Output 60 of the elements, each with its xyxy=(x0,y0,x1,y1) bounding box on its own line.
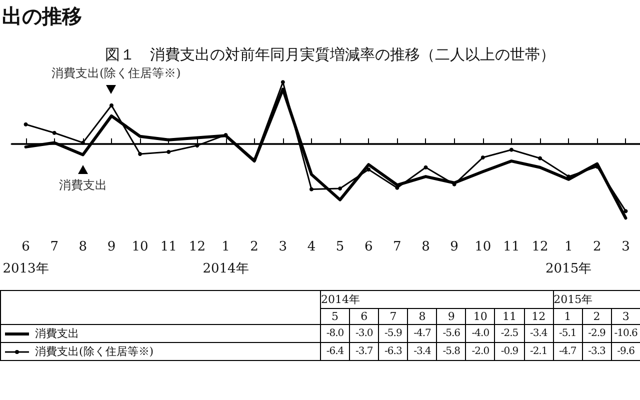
data-label: -5.9 xyxy=(378,324,408,342)
x-tick-label: 5 xyxy=(336,240,344,254)
x-tick-label: 4 xyxy=(307,240,316,254)
category-label: 5 xyxy=(332,310,339,323)
x-tick-label: 7 xyxy=(50,240,58,254)
x-tick-label: 9 xyxy=(107,240,116,254)
data-label: -3.7 xyxy=(350,342,379,360)
category-label: 9 xyxy=(448,310,455,323)
data-label: -3.4 xyxy=(524,324,554,342)
text: 2015年 xyxy=(553,290,640,308)
x-tick-label: 2 xyxy=(593,240,602,254)
data-label: -9.6 xyxy=(611,342,640,360)
x-tick-label: 7 xyxy=(393,240,402,254)
category-label: 12 xyxy=(532,310,546,323)
data-label: -3.3 xyxy=(582,342,612,360)
chart-title: 図１ 消費支出の対前年同月実質増減率の推移（二人以上の世帯） xyxy=(105,46,555,64)
text: 消費支出(除く住居等※) xyxy=(51,66,181,80)
data-label: -4.7 xyxy=(408,324,437,342)
x-tick-label: 8 xyxy=(422,240,430,254)
text: 消費支出 xyxy=(58,178,107,192)
data-label: -3.0 xyxy=(350,324,379,342)
data-label: -2.9 xyxy=(582,324,612,342)
x-tick-label: 1 2015年 xyxy=(546,240,592,276)
data-label: -8.0 xyxy=(320,324,350,342)
category-label: 6 xyxy=(360,310,368,323)
category-label: 8 xyxy=(418,310,426,323)
data-label: -2.0 xyxy=(466,342,495,360)
data-label: -2.1 xyxy=(524,342,554,360)
data-label: -2.5 xyxy=(494,324,524,342)
x-tick-label: 12 xyxy=(188,240,206,254)
x-tick-label: 2 xyxy=(250,240,258,254)
category-label: 3 xyxy=(622,310,630,323)
data-label: -4.0 xyxy=(466,324,495,342)
x-tick-label: 11 xyxy=(503,240,520,254)
x-tick-label: 6 2013年 xyxy=(2,240,49,276)
text: 出の推移 xyxy=(2,4,82,28)
data-label: -5.1 xyxy=(553,324,582,342)
text: 2014年 xyxy=(320,290,554,308)
x-tick-label: 9 xyxy=(450,240,458,254)
x-tick-label: 3 xyxy=(278,240,288,254)
category-label: 11 xyxy=(502,310,516,323)
x-tick-label: 3 xyxy=(622,240,630,254)
x-tick-label: 10 xyxy=(132,240,148,254)
data-label: -4.7 xyxy=(553,342,582,360)
x-tick-label: 12 xyxy=(532,240,548,254)
x-tick-label: 11 xyxy=(160,240,177,254)
data-label: -0.9 xyxy=(494,342,524,360)
category-label: 7 xyxy=(390,310,397,323)
x-tick-label: 10 xyxy=(474,240,492,254)
data-label: -6.4 xyxy=(320,342,350,360)
data-label: -6.3 xyxy=(378,342,408,360)
x-tick-label: 6 xyxy=(364,240,373,254)
data-label: -5.6 xyxy=(436,324,466,342)
category-label: 10 xyxy=(473,310,488,323)
data-label: -10.6 xyxy=(611,324,640,342)
x-tick-label: 8 xyxy=(78,240,88,254)
data-label: -5.8 xyxy=(436,342,466,360)
legend-label: 消費支出 xyxy=(0,324,320,342)
data-label: -3.4 xyxy=(408,342,437,360)
legend-label: 消費支出(除く住居等※) xyxy=(0,342,320,360)
